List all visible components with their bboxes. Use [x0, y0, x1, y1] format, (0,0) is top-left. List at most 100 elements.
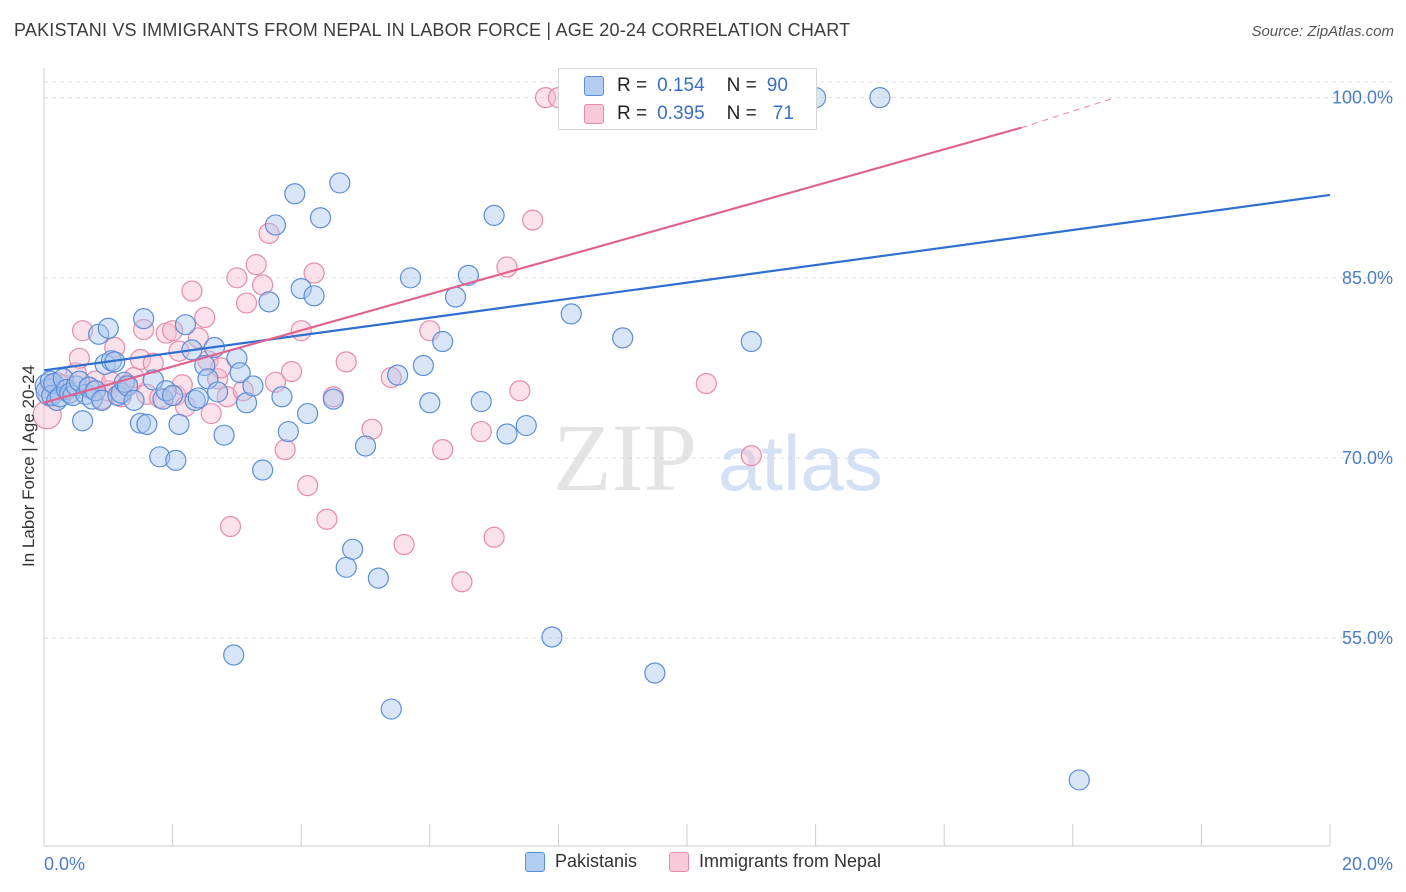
pakistanis-point[interactable] — [496, 423, 518, 445]
nepal-point[interactable] — [393, 533, 415, 556]
x-tick-label: 20.0% — [1342, 854, 1393, 874]
pakistanis-point[interactable] — [1068, 769, 1090, 791]
pakistanis-point[interactable] — [149, 446, 171, 468]
nepal-point[interactable] — [235, 292, 258, 314]
nepal-point[interactable] — [133, 318, 155, 341]
pakistanis-point[interactable] — [322, 388, 344, 410]
pakistanis-point[interactable] — [515, 414, 537, 437]
nepal-point[interactable] — [470, 420, 492, 443]
pakistanis-point[interactable] — [229, 362, 251, 384]
pakistanis-point[interactable] — [168, 413, 190, 435]
pakistanis-point[interactable] — [869, 87, 891, 109]
legend-swatch-blue — [524, 851, 545, 872]
nepal-point[interactable] — [509, 380, 531, 402]
pakistanis-point[interactable] — [412, 354, 434, 377]
pakistanis-point[interactable] — [123, 389, 145, 411]
pakistanis-point[interactable] — [290, 278, 312, 300]
pakistanis-point[interactable] — [399, 267, 422, 289]
pakistanis-point[interactable] — [335, 556, 357, 578]
pakistanis-point[interactable] — [612, 327, 634, 349]
nepal-point[interactable] — [162, 320, 184, 342]
nepal-point[interactable] — [361, 418, 383, 440]
pakistanis-point[interactable] — [342, 538, 364, 560]
pakistanis-point[interactable] — [740, 330, 762, 353]
pakistanis-point[interactable] — [43, 372, 65, 395]
pakistanis-point[interactable] — [271, 386, 293, 408]
pakistanis-point[interactable] — [136, 413, 158, 435]
pakistanis-point[interactable] — [541, 626, 563, 648]
pakistanis-point[interactable] — [457, 264, 479, 287]
pakistanis-point[interactable] — [432, 330, 454, 353]
nepal-point[interactable] — [432, 438, 454, 461]
pakistanis-point[interactable] — [235, 392, 258, 414]
nepal-point[interactable] — [740, 444, 762, 467]
nepal-point[interactable] — [280, 360, 303, 383]
pakistanis-point[interactable] — [97, 317, 119, 339]
legend-item-pakistanis[interactable]: Pakistanis — [524, 851, 637, 872]
pakistanis-point[interactable] — [303, 285, 325, 307]
pakistanis-point[interactable] — [483, 204, 505, 226]
nepal-point[interactable] — [695, 372, 717, 395]
pakistanis-point[interactable] — [129, 412, 152, 434]
nepal-point[interactable] — [68, 347, 90, 369]
pakistanis-point[interactable] — [174, 314, 197, 336]
nepal-point[interactable] — [335, 351, 357, 373]
nepal-point[interactable] — [297, 475, 319, 497]
nepal-point[interactable] — [187, 327, 209, 349]
pakistanis-point[interactable] — [644, 662, 666, 684]
nepal-point[interactable] — [194, 306, 216, 329]
pakistanis-point[interactable] — [258, 291, 280, 313]
y-tick-label: 100.0% — [1332, 88, 1393, 108]
nepal-point[interactable] — [483, 526, 505, 548]
pakistanis-point[interactable] — [242, 375, 264, 397]
pakistanis-point[interactable] — [309, 207, 332, 229]
x-tick-labels: 0.0% 20.0% — [44, 854, 1393, 874]
pakistanis-point[interactable] — [184, 389, 206, 411]
pakistanis-point[interactable] — [165, 449, 187, 472]
nepal-point[interactable] — [522, 209, 544, 231]
series-nepal-points — [32, 87, 795, 593]
nepal-point[interactable] — [226, 267, 248, 289]
stats-legend: R = 0.154 N = 90 R = 0.395 N = 71 — [558, 68, 817, 130]
pakistanis-point[interactable] — [252, 459, 274, 481]
pakistanis-point[interactable] — [419, 392, 441, 414]
nepal-point[interactable] — [200, 402, 222, 425]
legend-item-nepal[interactable]: Immigrants from Nepal — [668, 851, 881, 872]
pakistanis-point[interactable] — [297, 402, 319, 425]
pakistanis-point[interactable] — [380, 698, 402, 720]
pakistanis-point[interactable] — [223, 644, 245, 666]
nepal-point[interactable] — [219, 515, 242, 538]
nepal-point[interactable] — [71, 320, 94, 342]
pakistanis-point[interactable] — [444, 286, 467, 308]
nepal-point[interactable] — [216, 386, 238, 408]
nepal-point[interactable] — [451, 571, 473, 593]
pakistanis-point[interactable] — [277, 420, 299, 443]
nepal-point[interactable] — [534, 87, 557, 109]
nepal-point[interactable] — [104, 336, 126, 359]
pakistanis-point[interactable] — [213, 424, 235, 446]
pakistanis-point[interactable] — [91, 389, 113, 411]
pakistanis-point[interactable] — [387, 364, 409, 386]
pakistanis-point[interactable] — [329, 172, 351, 194]
pakistanis-point[interactable] — [354, 435, 377, 457]
pakistanis-point[interactable] — [162, 384, 184, 407]
nepal-point[interactable] — [274, 438, 296, 461]
pakistanis-point[interactable] — [284, 183, 306, 205]
pakistanis-point[interactable] — [133, 308, 155, 330]
pakistanis-point[interactable] — [71, 410, 94, 432]
nepal-point[interactable] — [303, 262, 325, 284]
pakistanis-point[interactable] — [207, 381, 229, 403]
watermark-zip: ZIP — [553, 404, 697, 511]
nepal-point[interactable] — [245, 254, 267, 276]
pakistanis-point[interactable] — [187, 387, 209, 409]
nepal-point[interactable] — [181, 280, 203, 302]
nepal-point[interactable] — [316, 508, 338, 530]
pakistanis-point[interactable] — [264, 214, 287, 236]
nepal-point[interactable] — [252, 274, 274, 296]
pakistanis-point[interactable] — [367, 567, 389, 589]
pakistanis-point[interactable] — [470, 390, 492, 413]
nepal-point[interactable] — [232, 380, 254, 402]
pakistanis-point[interactable] — [194, 354, 216, 377]
pakistanis-point[interactable] — [560, 303, 582, 325]
